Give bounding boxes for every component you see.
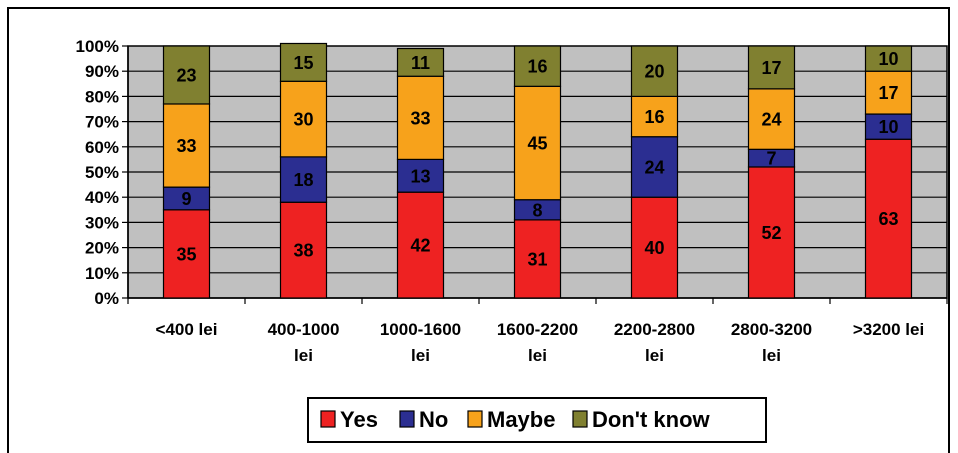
x-category-label: <400 lei xyxy=(156,320,218,339)
data-label: 10 xyxy=(878,49,898,69)
legend-swatch-don-t-know xyxy=(572,410,588,428)
legend xyxy=(307,397,767,443)
data-label: 23 xyxy=(176,65,196,85)
data-label: 11 xyxy=(411,53,430,73)
bar-yes xyxy=(747,166,796,299)
data-label: 17 xyxy=(878,83,898,103)
y-tick-label: 100% xyxy=(76,37,119,56)
data-label: 38 xyxy=(293,241,313,261)
data-label: 31 xyxy=(527,249,547,269)
legend-swatch-yes xyxy=(320,410,336,428)
bar-don-t-know xyxy=(747,45,796,90)
legend-swatch-maybe xyxy=(467,410,483,428)
data-label: 16 xyxy=(644,107,664,127)
data-label: 17 xyxy=(761,58,781,78)
bar-yes xyxy=(162,209,211,299)
data-label: 24 xyxy=(644,157,664,177)
legend-label: Don't know xyxy=(592,407,711,432)
bar-don-t-know xyxy=(864,45,913,72)
y-tick-label: 20% xyxy=(85,239,119,258)
data-label: 9 xyxy=(181,189,191,209)
data-label: 24 xyxy=(761,110,781,130)
bar-don-t-know xyxy=(630,45,679,98)
y-tick-label: 0% xyxy=(94,289,119,308)
y-tick-label: 50% xyxy=(85,163,119,182)
bar-no xyxy=(279,156,328,203)
bar-don-t-know xyxy=(396,47,445,77)
bar-no xyxy=(864,113,913,140)
legend-label: Maybe xyxy=(487,407,555,432)
x-category-label: 1000-1600 lei xyxy=(380,320,461,365)
bar-don-t-know xyxy=(513,45,562,87)
y-tick-label: 90% xyxy=(85,62,119,81)
y-tick-label: 40% xyxy=(85,188,119,207)
bar-don-t-know xyxy=(162,45,211,105)
y-tick-label: 60% xyxy=(85,138,119,157)
y-tick-label: 80% xyxy=(85,87,119,106)
data-label: 52 xyxy=(761,223,781,243)
data-label: 33 xyxy=(176,136,196,156)
data-label: 45 xyxy=(527,134,547,154)
bar-no xyxy=(630,136,679,198)
legend-swatch-no xyxy=(399,410,415,428)
x-category-label: >3200 lei xyxy=(853,320,924,339)
data-label: 42 xyxy=(410,236,430,256)
legend-label: Yes xyxy=(340,407,378,432)
data-label: 35 xyxy=(176,244,196,264)
data-label: 33 xyxy=(410,108,430,128)
y-tick-label: 70% xyxy=(85,113,119,132)
bar-maybe xyxy=(279,80,328,158)
data-label: 8 xyxy=(532,200,542,220)
data-label: 13 xyxy=(410,166,430,186)
bar-yes xyxy=(279,201,328,299)
legend-label: No xyxy=(419,407,448,432)
data-label: 63 xyxy=(878,209,898,229)
bar-maybe xyxy=(864,70,913,115)
y-tick-label: 10% xyxy=(85,264,119,283)
data-label: 20 xyxy=(644,62,664,82)
bar-maybe xyxy=(513,85,562,201)
bar-maybe xyxy=(747,88,796,150)
data-label: 15 xyxy=(293,53,313,73)
x-category-label: 2800-3200 lei xyxy=(731,320,812,365)
bar-maybe xyxy=(630,95,679,138)
data-label: 30 xyxy=(293,110,313,130)
bar-yes xyxy=(396,191,445,299)
bar-yes xyxy=(513,219,562,299)
y-tick-label: 30% xyxy=(85,213,119,232)
x-category-label: 400-1000 lei xyxy=(268,320,340,365)
data-label: 18 xyxy=(293,170,313,190)
bar-no xyxy=(396,158,445,193)
bar-don-t-know xyxy=(279,42,328,82)
data-label: 10 xyxy=(878,117,898,137)
data-label: 16 xyxy=(527,57,547,77)
x-category-label: 2200-2800 lei xyxy=(614,320,695,365)
data-label: 7 xyxy=(766,149,776,169)
x-category-label: 1600-2200 lei xyxy=(497,320,578,365)
data-label: 40 xyxy=(644,238,664,258)
